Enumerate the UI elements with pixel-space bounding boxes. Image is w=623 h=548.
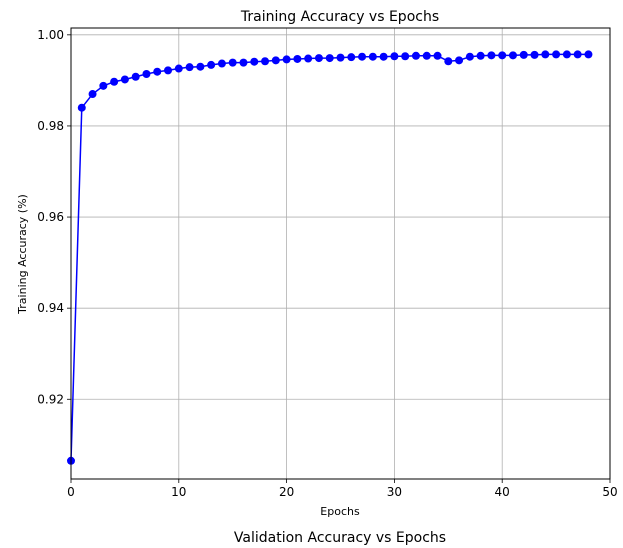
data-point <box>541 50 550 59</box>
y-tick-label: 0.96 <box>37 210 64 224</box>
data-point <box>196 62 205 71</box>
data-point <box>368 52 377 61</box>
data-point <box>390 52 399 61</box>
data-point <box>77 103 86 112</box>
series-line <box>70 53 589 461</box>
data-point <box>261 57 270 66</box>
next-chart-title: Validation Accuracy vs Epochs <box>234 530 446 546</box>
data-point <box>207 60 216 69</box>
data-point <box>239 58 248 67</box>
y-tick-label: 0.92 <box>37 392 64 406</box>
data-point <box>282 55 291 64</box>
x-tick-label: 10 <box>171 485 186 499</box>
x-axis-label: Epochs <box>320 505 360 518</box>
data-point <box>552 50 561 59</box>
data-point <box>455 56 464 65</box>
chart-title: Training Accuracy vs Epochs <box>240 9 439 25</box>
data-point <box>88 90 97 99</box>
data-point <box>487 51 496 60</box>
data-point <box>358 52 367 61</box>
data-point <box>476 51 485 60</box>
y-axis-ticks: 0.92 0.94 0.96 0.98 1.00 <box>37 28 71 406</box>
data-point <box>228 58 237 67</box>
data-point <box>498 51 507 60</box>
y-tick-label: 0.94 <box>37 301 64 315</box>
series-line-layer <box>70 53 589 461</box>
data-point <box>110 77 119 86</box>
grid <box>70 28 611 479</box>
data-point <box>325 54 334 63</box>
x-axis-ticks: 0 10 20 30 40 50 <box>67 479 618 499</box>
data-point <box>422 51 431 60</box>
data-point <box>271 56 280 65</box>
data-point <box>164 66 173 75</box>
y-axis-label: Training Accuracy (%) <box>16 194 29 315</box>
data-point <box>411 51 420 60</box>
data-point <box>250 57 259 66</box>
data-point <box>174 64 183 73</box>
y-tick-label: 0.98 <box>37 119 64 133</box>
x-tick-label: 40 <box>495 485 510 499</box>
data-point <box>584 50 593 59</box>
data-point <box>120 75 129 84</box>
data-point <box>217 59 226 68</box>
data-point <box>465 52 474 61</box>
data-point <box>185 63 194 72</box>
x-tick-label: 20 <box>279 485 294 499</box>
data-point <box>142 70 151 79</box>
data-point <box>99 81 108 90</box>
data-point <box>131 72 140 81</box>
x-tick-label: 30 <box>387 485 402 499</box>
x-tick-label: 0 <box>67 485 75 499</box>
data-point <box>508 51 517 60</box>
data-point <box>573 50 582 59</box>
plot-frame <box>70 27 611 480</box>
data-point <box>444 57 453 66</box>
data-point <box>314 54 323 63</box>
data-point <box>433 51 442 60</box>
data-point <box>401 52 410 61</box>
data-point <box>530 50 539 59</box>
data-point <box>153 67 162 76</box>
series-points-layer <box>67 50 593 465</box>
x-tick-label: 50 <box>602 485 617 499</box>
data-point <box>336 53 345 62</box>
data-point <box>562 50 571 59</box>
data-point <box>293 54 302 63</box>
y-tick-label: 1.00 <box>37 28 64 42</box>
data-point <box>304 54 313 63</box>
data-point <box>347 53 356 62</box>
data-point <box>379 52 388 61</box>
data-point <box>519 50 528 59</box>
